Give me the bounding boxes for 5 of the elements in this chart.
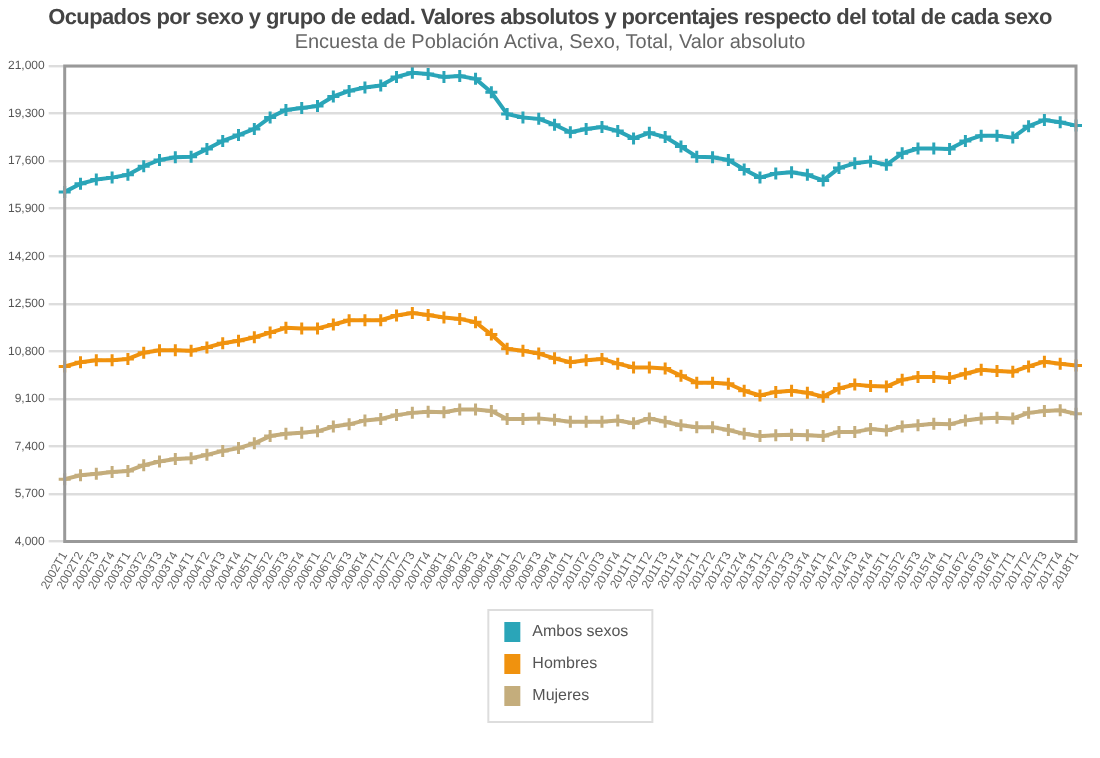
legend-label: Mujeres — [532, 686, 590, 705]
legend-label: Hombres — [532, 654, 598, 673]
legend-label: Ambos sexos — [532, 622, 629, 641]
chart-subtitle: Encuesta de Población Activa, Sexo, Total, Valor absoluto — [292, 32, 808, 54]
chart-title: Ocupados por sexo y grupo de edad. Valores absolutos y porcentajes respecto del total de cada sexo — [46, 6, 1054, 30]
